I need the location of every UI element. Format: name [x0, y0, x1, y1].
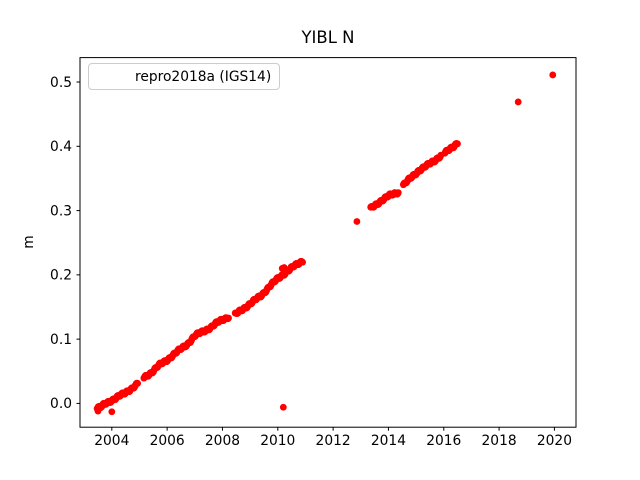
chart-title: YIBL N: [300, 28, 354, 47]
data-point: [279, 403, 287, 411]
x-tick-label: 2004: [94, 433, 129, 449]
data-point: [94, 407, 102, 415]
y-tick-label: 0.2: [50, 268, 72, 284]
x-tick-label: 2016: [426, 433, 461, 449]
y-axis-label: m: [21, 235, 37, 248]
data-point: [454, 140, 461, 148]
scatter-points: [93, 71, 557, 416]
x-tick-label: 2014: [371, 433, 406, 449]
data-point: [549, 71, 557, 79]
data-point: [134, 380, 142, 387]
data-point: [394, 189, 402, 197]
x-tick-label: 2012: [316, 433, 351, 449]
data-point: [225, 314, 232, 322]
x-tick-label: 2008: [205, 433, 240, 449]
data-point: [108, 408, 116, 416]
plot-border: [79, 57, 577, 428]
y-tick-label: 0.4: [50, 139, 72, 155]
y-tick-label: 0.1: [50, 332, 72, 348]
data-point: [280, 264, 288, 271]
axis-ticks: 2004 2006 2008 2010 2012 2014 2016 2018 2020 0.0 0…: [50, 75, 572, 449]
legend-label: repro2018a (IGS14): [135, 68, 272, 85]
data-point: [353, 218, 361, 225]
x-tick-label: 2018: [482, 433, 517, 449]
x-tick-label: 2020: [537, 433, 572, 449]
y-tick-label: 0.3: [50, 203, 72, 219]
data-point: [514, 98, 522, 106]
legend: repro2018a (IGS14): [88, 63, 281, 90]
x-tick-label: 2006: [150, 433, 185, 449]
y-tick-label: 0.5: [50, 75, 72, 91]
data-point: [299, 258, 306, 266]
legend-marker-icon: [107, 73, 114, 80]
x-tick-label: 2010: [260, 433, 295, 449]
axes-frame: [79, 57, 577, 428]
y-tick-label: 0.0: [50, 396, 72, 412]
